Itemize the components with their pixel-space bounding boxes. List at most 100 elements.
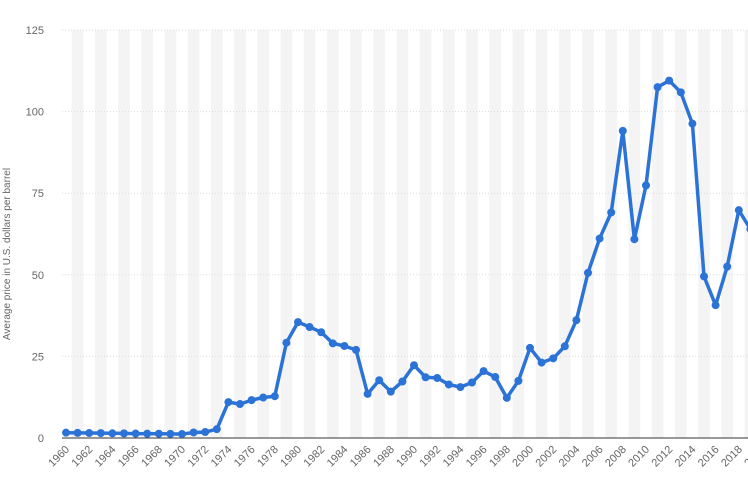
- x-tick-label: 1974: [209, 444, 235, 470]
- data-point: [653, 83, 662, 92]
- data-point: [96, 429, 105, 438]
- background-band: [141, 30, 153, 438]
- data-point: [143, 429, 152, 438]
- x-tick-label: 1992: [418, 444, 444, 470]
- data-point: [120, 429, 128, 438]
- data-point: [549, 354, 558, 363]
- data-point: [154, 429, 163, 438]
- y-tick-label: 100: [26, 107, 44, 119]
- x-tick-label: 1984: [325, 444, 351, 470]
- data-point: [386, 387, 395, 396]
- background-band: [303, 30, 316, 438]
- data-point: [375, 376, 384, 385]
- data-point: [352, 345, 360, 354]
- x-tick-label: 2014: [673, 444, 699, 470]
- background-band: [582, 30, 594, 438]
- data-point: [502, 393, 511, 402]
- data-point: [688, 119, 697, 128]
- data-point: [723, 262, 732, 271]
- data-point: [456, 383, 465, 392]
- y-axis-ticks: 0 25 50 75 100 125: [26, 25, 44, 445]
- x-tick-label: 1996: [464, 444, 490, 470]
- data-point: [514, 376, 523, 385]
- background-bands: [71, 30, 748, 438]
- x-tick-label: 1998: [487, 444, 513, 470]
- data-point: [479, 367, 488, 376]
- data-point: [642, 181, 650, 190]
- x-tick-label: 1970: [162, 444, 188, 470]
- background-band: [535, 30, 548, 438]
- background-band: [721, 30, 733, 438]
- data-point: [595, 234, 604, 243]
- background-band: [559, 30, 571, 438]
- horizontal-gridlines: [62, 29, 748, 357]
- background-band: [234, 30, 246, 438]
- x-tick-label: 1966: [116, 444, 142, 470]
- data-point: [468, 378, 476, 387]
- x-tick-label: 1990: [394, 444, 420, 470]
- background-band: [605, 30, 617, 438]
- x-tick-label: 1982: [302, 444, 328, 470]
- background-band: [280, 30, 293, 438]
- x-tick-label: 2020: [742, 444, 748, 470]
- data-point: [282, 338, 291, 347]
- data-point: [711, 301, 720, 310]
- data-point: [73, 428, 82, 437]
- data-point: [410, 361, 418, 370]
- data-point: [560, 342, 569, 351]
- x-tick-label: 1968: [139, 444, 165, 470]
- y-tick-label: 125: [26, 25, 44, 37]
- data-point: [444, 380, 453, 389]
- background-band: [466, 30, 478, 438]
- data-point: [340, 341, 349, 350]
- data-point: [166, 429, 175, 438]
- y-tick-label: 50: [32, 270, 44, 282]
- x-tick-label: 2008: [603, 444, 629, 470]
- x-tick-label: 2016: [696, 444, 722, 470]
- data-point: [259, 393, 268, 402]
- background-band: [373, 30, 385, 438]
- background-band: [327, 30, 339, 438]
- background-band: [443, 30, 455, 438]
- x-tick-label: 1964: [93, 444, 119, 470]
- data-point: [189, 428, 198, 437]
- x-tick-label: 2012: [650, 444, 676, 470]
- y-tick-label: 75: [32, 188, 44, 200]
- series-layer: [62, 76, 748, 439]
- data-point: [305, 323, 314, 332]
- data-point: [247, 396, 256, 405]
- data-point: [618, 126, 627, 135]
- data-point: [85, 429, 94, 438]
- background-band: [675, 30, 687, 438]
- data-point: [700, 272, 708, 281]
- data-point: [224, 398, 233, 407]
- background-band: [257, 30, 269, 438]
- data-point: [491, 372, 500, 381]
- x-tick-label: 1988: [371, 444, 397, 470]
- x-axis-ticks: 1960196219641966196819701972197419761978…: [46, 444, 748, 470]
- data-point: [131, 429, 140, 438]
- x-tick-label: 2002: [534, 444, 560, 470]
- background-band: [164, 30, 177, 438]
- data-point: [734, 206, 743, 215]
- x-tick-label: 1980: [278, 444, 304, 470]
- data-point: [398, 377, 407, 386]
- data-point: [328, 339, 337, 348]
- x-tick-label: 1972: [186, 444, 212, 470]
- data-point: [201, 428, 210, 437]
- background-band: [396, 30, 409, 438]
- background-band: [211, 30, 223, 438]
- data-point: [108, 429, 117, 438]
- background-band: [350, 30, 362, 438]
- data-point: [363, 389, 372, 398]
- background-band: [187, 30, 200, 438]
- x-tick-label: 2006: [580, 444, 606, 470]
- y-tick-label: 0: [38, 433, 44, 445]
- data-point: [212, 425, 221, 434]
- data-point: [630, 235, 639, 244]
- data-point: [236, 400, 244, 409]
- data-point: [572, 316, 581, 325]
- x-tick-label: 1960: [46, 444, 72, 470]
- x-tick-label: 2000: [510, 444, 536, 470]
